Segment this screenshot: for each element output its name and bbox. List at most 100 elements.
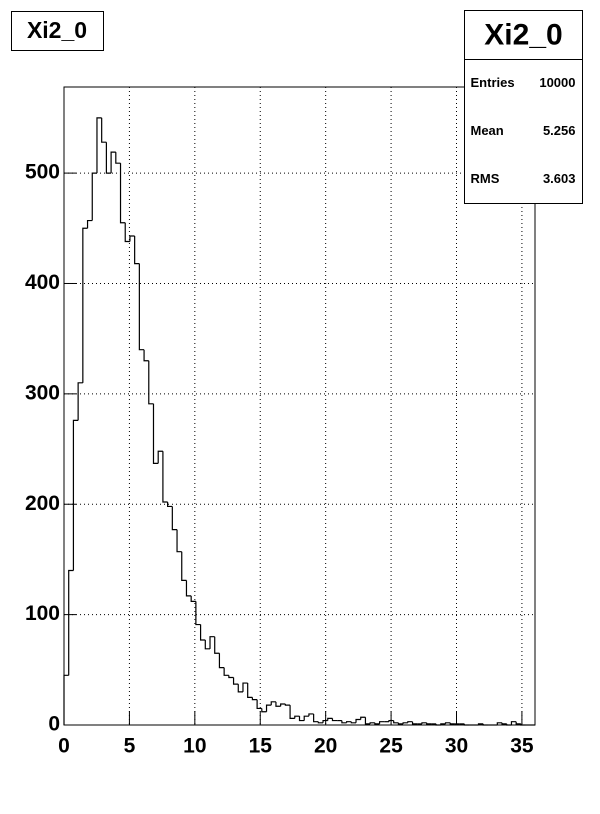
histogram-bin [77, 382, 83, 421]
histogram-bin [237, 684, 243, 693]
histogram-bin [346, 721, 352, 723]
x-tick-label: 10 [183, 735, 206, 758]
histogram-bin [303, 715, 309, 721]
plot-frame [63, 86, 536, 726]
histogram-bin [280, 703, 286, 707]
x-tick-label: 0 [58, 735, 70, 758]
histogram-bin [247, 683, 253, 699]
y-tick-label: 400 [25, 271, 60, 294]
histogram-bin [218, 653, 225, 669]
histogram-bin [341, 720, 347, 724]
stats-value: 3.603 [543, 171, 576, 186]
histogram-bin [426, 722, 432, 725]
histogram-bin [298, 716, 305, 722]
title-box [11, 11, 104, 51]
histogram-bin [355, 718, 361, 723]
histogram-bin [289, 705, 295, 719]
histogram-bin [256, 699, 262, 710]
histogram-bin [115, 152, 121, 164]
histogram-bin [101, 117, 107, 143]
histogram-bin [435, 723, 441, 726]
histogram-bin [148, 360, 154, 405]
histogram-bin [190, 595, 196, 602]
histogram-bin [360, 716, 366, 720]
histogram-bin [251, 697, 258, 701]
histogram-bin [261, 708, 267, 713]
histogram-bin [374, 722, 380, 725]
histogram-bin [506, 723, 512, 726]
histogram-bin [223, 667, 229, 676]
histogram-bin [477, 723, 484, 725]
stats-label: Mean [471, 123, 504, 138]
histogram-bin [204, 640, 211, 650]
histogram-bin [294, 715, 300, 719]
histogram-bin [105, 142, 112, 174]
histogram-bin [199, 624, 206, 641]
histogram-bin [119, 163, 126, 224]
histogram-bin [63, 674, 69, 725]
histogram-bin [91, 172, 97, 221]
x-tick-label: 15 [249, 735, 273, 758]
histogram-bin [411, 721, 418, 725]
stats-label: Entries [471, 75, 515, 90]
x-tick-label: 20 [314, 735, 337, 758]
histogram-bin [284, 704, 291, 706]
histogram-bin [162, 451, 168, 503]
histogram-bin [181, 551, 187, 582]
histogram-bin [143, 349, 149, 362]
x-tick-label: 35 [510, 735, 534, 758]
histogram-bin [275, 701, 281, 707]
histogram-bin [209, 636, 215, 649]
x-tick-label: 5 [124, 735, 136, 758]
histogram-bin [322, 719, 328, 723]
y-tick-label: 300 [25, 381, 60, 404]
histogram-bin [407, 721, 413, 723]
histogram-bin [482, 723, 488, 726]
histogram-bin [265, 704, 272, 712]
histogram-bin [369, 722, 375, 724]
histogram-bin [313, 713, 319, 723]
histogram-bin [72, 419, 79, 571]
histogram-bin [421, 722, 427, 724]
histogram-bin [152, 403, 159, 464]
histogram-bin [242, 682, 248, 692]
y-tick-label: 500 [25, 161, 60, 184]
histogram-bin [86, 219, 93, 229]
y-tick-label: 0 [48, 713, 60, 736]
histogram-bin [515, 721, 521, 725]
histogram-bin [96, 117, 102, 174]
histogram-bin [444, 722, 451, 724]
histogram-bin [176, 529, 182, 553]
histogram-bin [124, 222, 130, 243]
histogram-bin [270, 701, 276, 706]
histogram-bin [378, 721, 385, 724]
histogram-bin [364, 717, 371, 725]
histogram-bin [397, 722, 404, 725]
histogram-bin [308, 713, 314, 717]
histogram-bin [134, 236, 140, 265]
histogram-bin [157, 450, 163, 464]
histogram-bin [214, 636, 220, 654]
y-tick-label: 200 [25, 492, 60, 515]
stats-value: 5.256 [543, 123, 576, 138]
stats-value: 10000 [539, 75, 575, 90]
stats-title: Xi2_0 [484, 18, 562, 51]
histogram-bin [449, 722, 455, 725]
histogram-bin [138, 263, 145, 351]
histogram-bin [167, 502, 173, 508]
histogram-bin [228, 675, 234, 679]
histogram-bin [171, 506, 178, 531]
histogram-bin [402, 722, 408, 724]
x-tick-label: 25 [379, 735, 403, 758]
histogram-bin [129, 235, 135, 242]
histogram-bin [317, 721, 324, 724]
histogram-bin [463, 723, 470, 726]
histogram-bin [110, 151, 116, 174]
histogram-bin [331, 718, 338, 722]
histogram-bin [520, 723, 526, 726]
histogram-bin [510, 721, 517, 725]
histogram-bin [68, 569, 74, 676]
histogram-bin [195, 601, 201, 626]
